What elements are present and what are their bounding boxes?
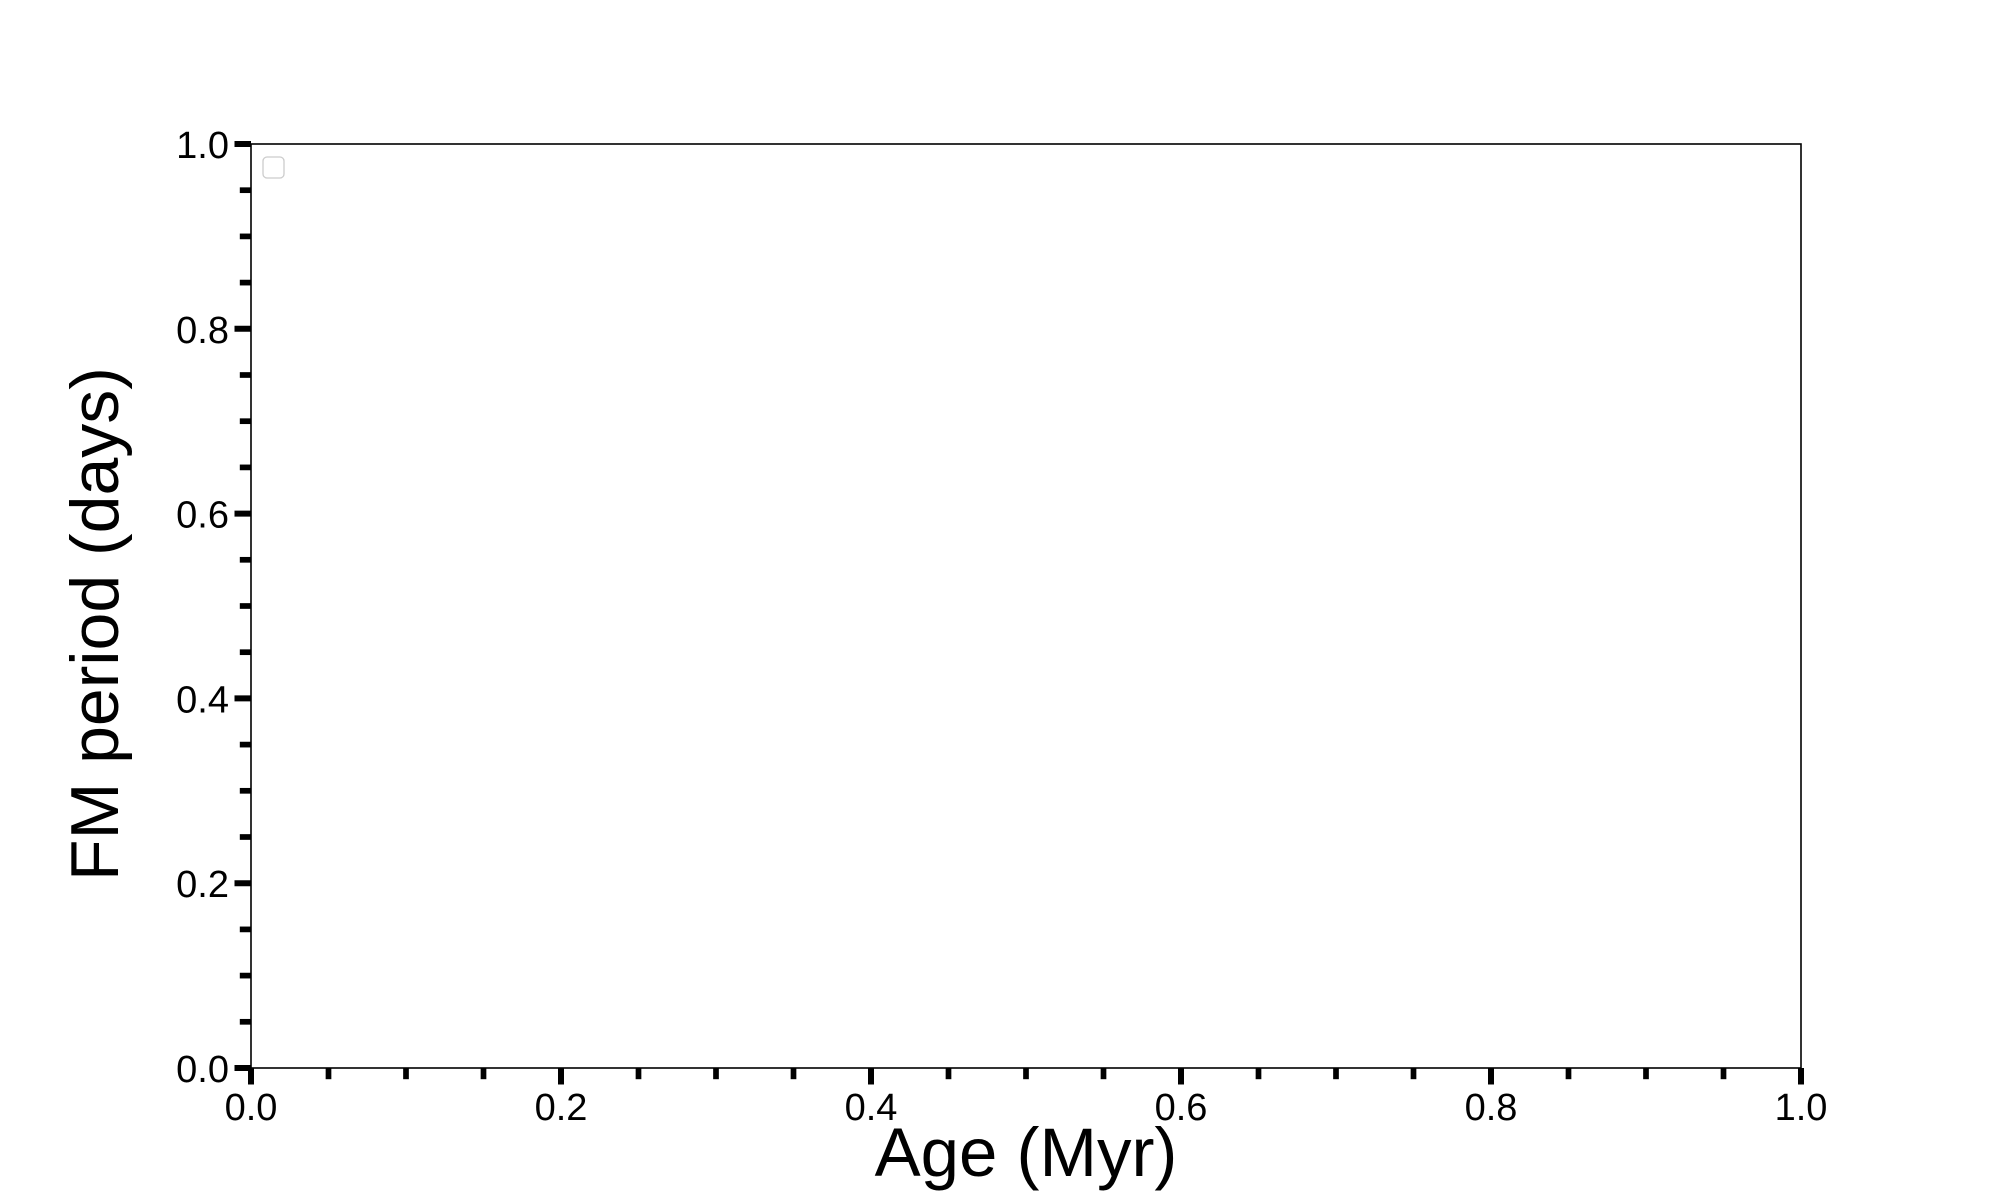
- svg-text:1.0: 1.0: [176, 125, 229, 167]
- svg-text:0.0: 0.0: [176, 1049, 229, 1091]
- svg-text:0.8: 0.8: [176, 310, 229, 352]
- svg-text:0.6: 0.6: [176, 495, 229, 537]
- svg-text:0.2: 0.2: [176, 864, 229, 906]
- svg-text:0.4: 0.4: [176, 679, 229, 721]
